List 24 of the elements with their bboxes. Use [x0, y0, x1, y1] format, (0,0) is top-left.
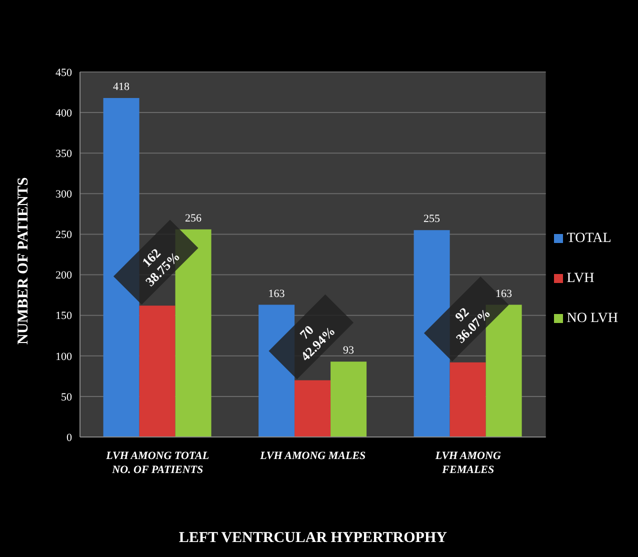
y-tick-label: 300 [56, 188, 72, 201]
data-label: 256 [185, 212, 202, 224]
y-tick-label: 350 [56, 148, 72, 160]
data-label: 418 [113, 80, 130, 93]
x-tick-label: LVH AMONG MALES [259, 450, 366, 462]
legend-label: LVH [566, 270, 594, 286]
y-tick-label: 250 [56, 229, 72, 242]
y-tick-label: 50 [61, 391, 72, 404]
y-tick-label: 450 [56, 66, 72, 79]
data-label: 255 [424, 213, 441, 226]
legend-label: TOTAL [566, 230, 612, 246]
x-axis-title: LEFT VENTRCULAR HYPERTROPHY [178, 530, 448, 546]
y-tick-label: 400 [56, 107, 72, 120]
x-tick-label: LVH AMONG TOTAL NO. OF PATIENTS [105, 450, 210, 476]
y-tick-label: 200 [56, 270, 72, 282]
y-tick-label: 150 [56, 310, 72, 322]
y-tick-label: 100 [56, 350, 72, 363]
legend-label: NO LVH [566, 310, 618, 326]
y-tick-label: 0 [66, 432, 72, 444]
data-label: 163 [496, 288, 513, 300]
y-axis-title: NUMBER OF PATIENTS [15, 177, 32, 344]
x-tick-label: LVH AMONG FEMALES [434, 450, 501, 476]
data-label: 163 [268, 288, 286, 300]
data-label: 93 [343, 344, 355, 357]
